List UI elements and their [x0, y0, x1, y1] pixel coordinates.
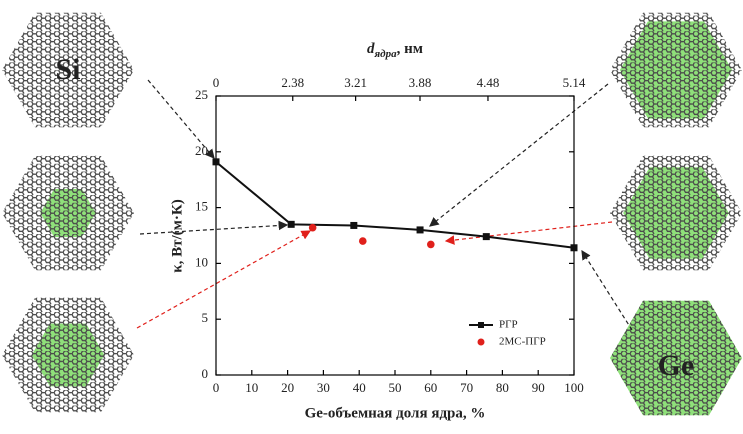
si-label: Si [55, 53, 80, 86]
arrow [139, 220, 289, 235]
arrow [444, 221, 613, 245]
x-tick-label: 70 [460, 380, 473, 395]
x-axis-title: Ge-объемная доля ядра, % [305, 405, 486, 421]
x-tick-label: 100 [564, 380, 584, 395]
x-tick-label: 80 [496, 380, 509, 395]
lattice [2, 12, 134, 128]
legend-marker [477, 338, 485, 346]
legend-label: 2МС-ПГР [499, 336, 546, 348]
point [212, 158, 220, 166]
y-tick-label: 10 [195, 254, 208, 269]
x-tick-label: 50 [389, 380, 402, 395]
point [416, 226, 424, 234]
x2-tick-label: 4.48 [477, 75, 500, 90]
legend-label: РГР [499, 319, 518, 331]
x2-title-symbol: d [367, 41, 375, 57]
x2-tick-label: 3.88 [409, 75, 432, 90]
arrow [147, 79, 215, 159]
x-tick-label: 10 [245, 380, 258, 395]
point [350, 221, 358, 229]
arrow [429, 83, 609, 227]
lattice [610, 155, 742, 271]
x-tick-label: 30 [317, 380, 330, 395]
arrow [136, 230, 312, 329]
x2-axis-title: dядра, нм [367, 41, 423, 59]
series-line [215, 161, 575, 249]
y-tick-label: 25 [195, 87, 208, 102]
y-tick-label: 20 [195, 143, 208, 158]
legend-marker [478, 322, 484, 328]
lattice [2, 297, 134, 413]
x2-tick-label: 5.14 [563, 75, 586, 90]
y-tick-label: 15 [195, 199, 208, 214]
nanowire-illustrations [2, 12, 742, 416]
ge-label: Ge [658, 349, 695, 382]
x2-title-subscript: ядра [374, 48, 398, 60]
point [427, 240, 435, 249]
point [358, 237, 367, 245]
x-tick-label: 20 [281, 380, 294, 395]
lattice [2, 155, 134, 271]
y-tick-label: 0 [202, 366, 209, 381]
arrow [581, 249, 633, 331]
arrows [136, 79, 633, 331]
lattice [610, 12, 742, 128]
x2-tick-label: 0 [213, 75, 220, 90]
x-tick-label: 60 [424, 380, 437, 395]
x2-tick-label: 2.38 [281, 75, 304, 90]
y-tick-label: 5 [202, 310, 209, 325]
y-axis-title: κ, Вт/(м·К) [169, 199, 185, 272]
plot-frame [215, 95, 575, 376]
x2-tick-label: 3.21 [344, 75, 367, 90]
x-tick-label: 0 [213, 380, 220, 395]
x-tick-label: 90 [532, 380, 545, 395]
x2-title-unit: , нм [397, 41, 423, 57]
lattice [610, 300, 742, 416]
point [287, 220, 295, 228]
point [308, 223, 317, 232]
point [570, 244, 578, 252]
point [482, 233, 490, 241]
x-tick-label: 40 [353, 380, 366, 395]
